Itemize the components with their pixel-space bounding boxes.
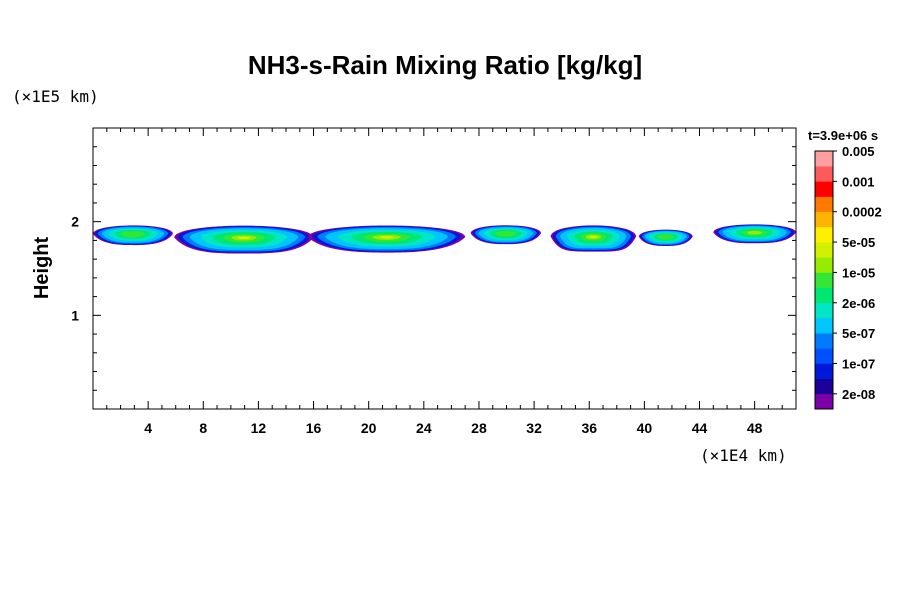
cloud-contour	[589, 235, 598, 239]
axis-ticks	[93, 128, 796, 409]
colorbar-swatch	[815, 242, 833, 258]
cloud-contour	[747, 230, 763, 235]
colorbar-label: 5e-05	[842, 235, 875, 250]
colorbar-swatch	[815, 272, 833, 288]
x-tick-label: 44	[692, 420, 708, 436]
cloud-contour	[237, 236, 251, 240]
colorbar-swatch	[815, 257, 833, 273]
x-tick-label: 36	[581, 420, 597, 436]
colorbar-label: 0.0002	[842, 205, 882, 220]
colorbar-label: 5e-07	[842, 326, 875, 341]
x-tick-label: 32	[526, 420, 542, 436]
x-tick-label: 48	[747, 420, 763, 436]
colorbar-swatch	[815, 166, 833, 182]
colorbar-swatch	[815, 181, 833, 197]
cloud-contour	[657, 234, 674, 240]
colorbar-swatch	[815, 287, 833, 304]
cloud-2	[174, 225, 314, 254]
cloud-contour	[379, 236, 394, 239]
x-tick-label: 40	[637, 420, 653, 436]
colorbar-swatch	[815, 333, 833, 349]
cloud-contour	[495, 230, 517, 237]
colorbar-swatch	[815, 226, 833, 243]
y-tick-label: 1	[71, 307, 79, 323]
colorbar-label: 0.001	[842, 174, 875, 189]
y-tick-label: 2	[71, 214, 79, 230]
colorbar: 2e-08 1e-07 5e-07 2e-06 1e-05 5e-05 0.0002 0.00…	[814, 144, 882, 410]
x-tick-label: 4	[144, 420, 152, 436]
colorbar-label: 2e-06	[842, 296, 875, 311]
colorbar-label: 1e-05	[842, 265, 875, 280]
x-tick-label: 8	[199, 420, 207, 436]
cloud-contour	[120, 231, 145, 238]
colorbar-swatch	[815, 378, 833, 395]
y-unit-label: (×1E5 km)	[12, 87, 99, 106]
chart-title: NH3-s-Rain Mixing Ratio [kg/kg]	[248, 50, 642, 80]
cloud-6	[638, 229, 693, 247]
time-label: t=3.9e+06 s	[808, 128, 878, 143]
x-tick-label: 12	[251, 420, 267, 436]
colorbar-label: 1e-07	[842, 356, 875, 371]
colorbar-swatch	[815, 151, 833, 167]
colorbar-swatch	[815, 393, 833, 410]
plot-frame	[92, 127, 797, 410]
x-tick-label: 24	[416, 420, 432, 436]
colorbar-swatch	[815, 363, 833, 379]
colorbar-swatch	[815, 348, 833, 364]
colorbar-label: 2e-08	[842, 387, 875, 402]
colorbar-label: 0.005	[842, 144, 875, 159]
x-tick-label: 28	[471, 420, 487, 436]
cloud-layer	[93, 224, 796, 254]
colorbar-swatch	[815, 211, 833, 228]
x-tick-label: 20	[361, 420, 377, 436]
cloud-5	[550, 225, 637, 252]
colorbar-swatch	[815, 317, 833, 334]
y-tick-labels: 12	[71, 214, 79, 324]
cloud-1	[93, 225, 173, 246]
cloud-4	[470, 225, 541, 245]
colorbar-swatch	[815, 302, 833, 319]
cloud-7	[713, 224, 796, 244]
cloud-3	[308, 225, 466, 253]
y-axis-label: Height	[31, 237, 53, 300]
colorbar-frame	[814, 150, 834, 410]
x-tick-label: 16	[306, 420, 322, 436]
colorbar-swatch	[815, 196, 833, 213]
x-unit-label: (×1E4 km)	[700, 446, 787, 465]
x-tick-labels: 4 8 12 16 20 24 28 32 36 40 44 48	[144, 420, 762, 436]
